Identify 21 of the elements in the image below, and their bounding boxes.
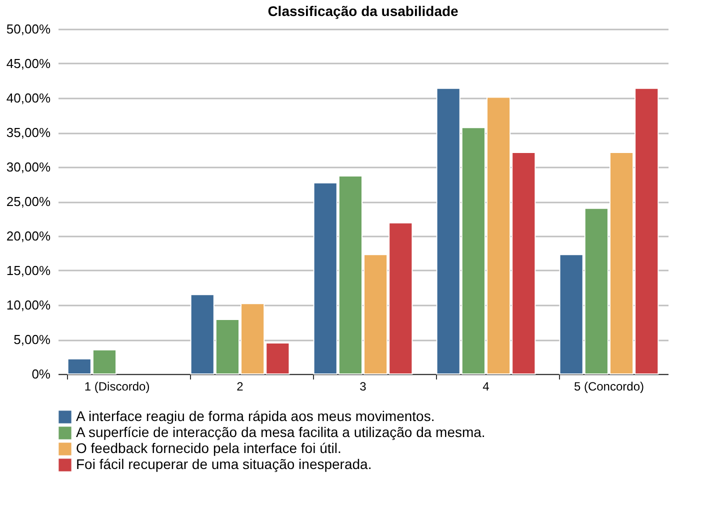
y-tick-label: 45,00%	[6, 56, 51, 71]
y-tick-label: 20,00%	[6, 228, 51, 244]
y-tick-label: 50,00%	[6, 22, 51, 36]
legend-label: A superfície de interacção da mesa facilita a utilização da mesma.	[76, 424, 486, 440]
y-tick-label: 40,00%	[6, 90, 51, 106]
x-tick-label: 3	[360, 380, 367, 394]
y-tick-label: 25,00%	[6, 194, 51, 209]
x-tick-label: 4	[482, 380, 490, 394]
legend-label: O feedback fornecido pela interface foi útil.	[76, 440, 342, 456]
x-tick-label: 2	[236, 380, 244, 394]
x-tick-label: 5 (Concordo)	[574, 380, 644, 394]
y-tick-label: 30,00%	[6, 160, 51, 174]
x-tick-label: 1 (Discordo)	[84, 380, 150, 394]
y-tick-label: 15,00%	[6, 263, 51, 278]
y-tick-label: 35,00%	[6, 125, 51, 140]
legend-label: Foi fácil recuperar de uma situação inesperada.	[76, 456, 372, 472]
y-tick-label: 0%	[32, 366, 51, 382]
legend-label: A interface reagiu de forma rápida aos meus movimentos.	[76, 408, 435, 424]
y-tick-label: 10,00%	[6, 298, 51, 312]
y-tick-label: 5,00%	[14, 332, 51, 347]
chart-title: Classificação da usabilidade	[268, 3, 459, 19]
